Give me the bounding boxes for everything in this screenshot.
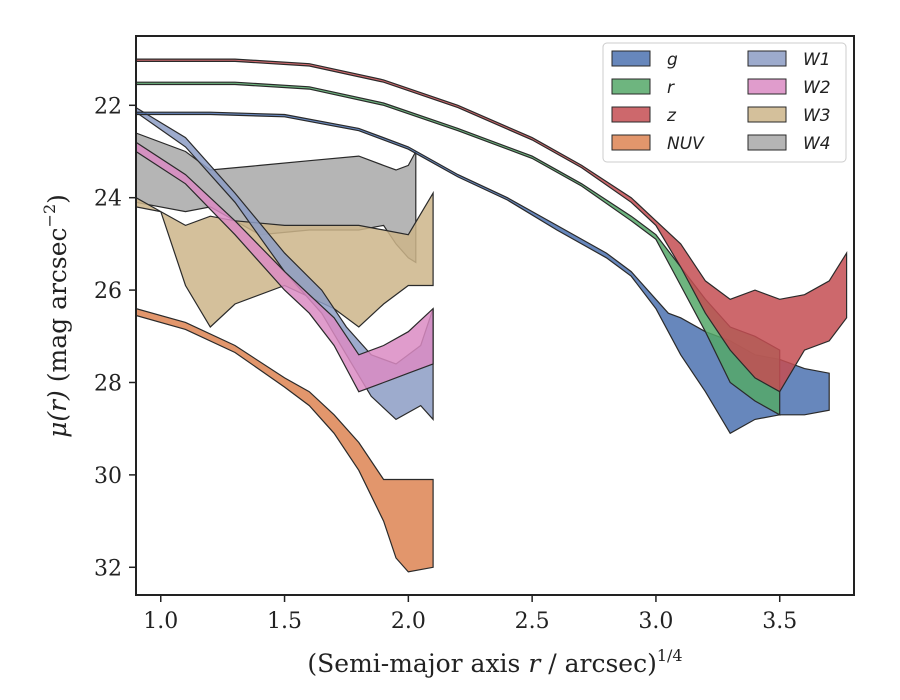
legend-box: [602, 42, 847, 163]
legend-swatch-w3: [747, 106, 787, 123]
legend-label-r: r: [667, 78, 675, 98]
legend-swatch-r: [611, 78, 651, 95]
legend-label-nuv: NUV: [667, 134, 705, 154]
plot-frame: [135, 35, 855, 596]
x-tick-label: 3.0: [638, 609, 673, 634]
x-axis-label-suffix: / arcsec): [540, 649, 657, 678]
y-axis-label: μ(r) (mag arcsec−2): [40, 194, 72, 438]
legend-swatch-z: [611, 106, 651, 123]
y-axis-label-unit: (mag arcsec: [43, 227, 72, 390]
series-area-w1: [136, 106, 434, 421]
legend-swatch-nuv: [611, 134, 651, 151]
legend-swatch-g: [611, 50, 651, 67]
legend: grz NUV W1 W2 W3 W4: [602, 42, 847, 163]
legend-swatch-w1: [747, 50, 787, 67]
legend-swatch-w2: [747, 78, 787, 95]
legend-label-w1: W1: [803, 50, 831, 70]
legend-swatch-w4: [747, 134, 787, 151]
x-axis-label-prefix: (Semi-major axis: [307, 649, 528, 678]
series-area-z: [136, 58, 848, 393]
legend-label-w2: W2: [803, 78, 831, 98]
x-tick-label: 3.5: [762, 609, 797, 634]
legend-label-g: g: [667, 50, 678, 70]
x-axis-label: (Semi-major axis r / arcsec)1/4: [307, 646, 682, 678]
x-tick-label: 2.0: [391, 609, 426, 634]
x-tick-label: 1.0: [143, 609, 178, 634]
x-tick-label: 1.5: [267, 609, 302, 634]
y-axis-label-close: ): [43, 194, 72, 204]
y-tick-label: 30: [94, 464, 122, 489]
legend-label-w4: W4: [803, 134, 831, 154]
y-tick-label: 32: [94, 556, 122, 581]
x-axis-label-exponent: 1/4: [657, 646, 683, 665]
y-tick-label: 24: [94, 187, 122, 212]
y-tick-label: 22: [94, 94, 122, 119]
legend-label-w3: W3: [803, 106, 831, 126]
y-axis-label-exponent: −2: [40, 204, 59, 228]
y-tick-label: 28: [94, 371, 122, 396]
y-tick-label: 26: [94, 279, 122, 304]
profile-areas: [136, 58, 848, 573]
x-axis-label-var: r: [528, 649, 542, 678]
legend-label-z: z: [666, 106, 677, 126]
series-area-r: [136, 81, 781, 416]
y-axis-label-var: μ(r): [43, 390, 72, 438]
axis-ticks: 1.0 1.5 2.0 2.5 3.0 3.5 22 24 26 28 30 32: [94, 94, 797, 634]
series-area-nuv: [136, 307, 434, 573]
x-tick-label: 2.5: [515, 609, 550, 634]
series-area-w2: [136, 141, 434, 393]
